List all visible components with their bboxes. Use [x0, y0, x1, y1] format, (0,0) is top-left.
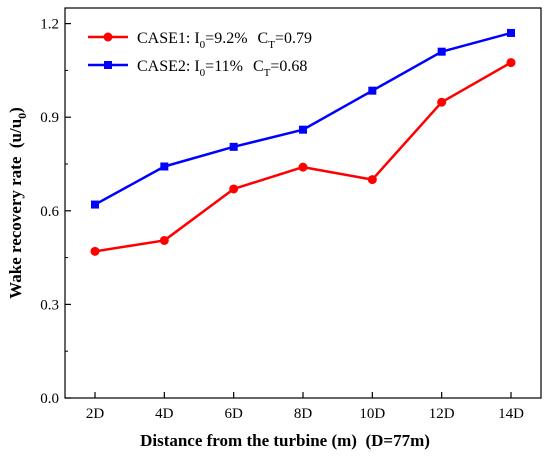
y-tick-label: 1.2 [40, 17, 59, 33]
data-point [229, 184, 239, 194]
data-point [298, 162, 308, 172]
series-1 [90, 58, 516, 256]
data-point [90, 246, 100, 256]
y-tick-label: 0.6 [40, 204, 59, 220]
y-tick-label: 0.0 [40, 391, 59, 407]
series-layer [90, 28, 516, 256]
x-tick-label: 2D [86, 406, 105, 422]
x-tick-label: 10D [359, 406, 385, 422]
x-tick-label: 4D [155, 406, 174, 422]
legend-marker-case1 [103, 32, 113, 42]
y-tick-label: 0.3 [40, 297, 59, 313]
series-2 [91, 28, 515, 209]
y-tick-labels: 0.0 0.3 0.6 0.9 1.2 [40, 17, 59, 407]
data-point [160, 162, 169, 171]
series-line-1 [94, 61, 512, 253]
x-tick-label: 8D [294, 406, 313, 422]
legend-label-case2: CASE2: I0=11% CT=0.68 [137, 58, 307, 79]
data-point [367, 175, 377, 185]
x-tick-label: 6D [224, 406, 243, 422]
axis-ticks [65, 23, 512, 399]
y-axis-title: Wake recovery rate (u/u0) [6, 107, 29, 299]
data-point [159, 235, 169, 245]
legend: CASE1: I0=9.2% CT=0.79 CASE2: I0=11% CT=0.… [88, 30, 312, 79]
data-point [91, 200, 99, 209]
legend-marker-case2 [104, 61, 112, 69]
x-tick-labels: 2D 4D 6D 8D 10D 12D 14D [86, 406, 524, 422]
data-point [229, 142, 238, 151]
legend-entry-case2: CASE2: I0=11% CT=0.68 [88, 58, 307, 79]
x-tick-label: 14D [498, 406, 524, 422]
x-axis-title: Distance from the turbine (m) (D=77m) [140, 431, 430, 450]
data-point [437, 47, 446, 56]
data-point [299, 125, 307, 134]
legend-label-case1: CASE1: I0=9.2% CT=0.79 [137, 30, 312, 51]
legend-entry-case1: CASE1: I0=9.2% CT=0.79 [88, 30, 312, 51]
x-tick-label: 12D [429, 406, 455, 422]
data-point [507, 28, 515, 37]
data-point [437, 97, 447, 107]
data-point [368, 86, 377, 95]
data-point [506, 58, 516, 68]
y-tick-label: 0.9 [40, 110, 59, 126]
